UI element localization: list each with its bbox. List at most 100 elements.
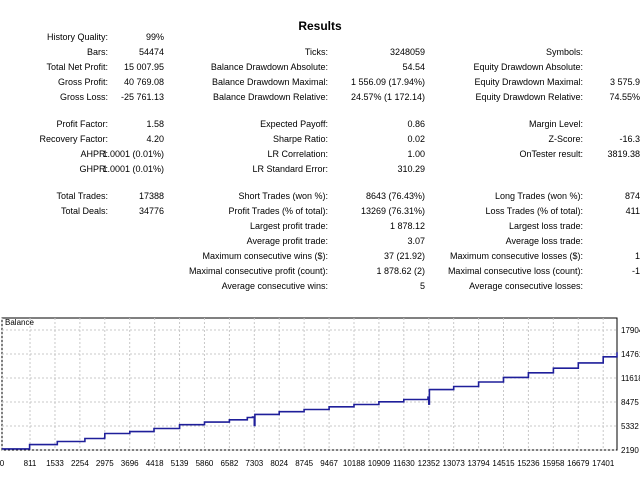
stat-value: 54.54 [402,62,425,72]
stat-label: Equity Drawdown Relative: [475,92,583,102]
stat-value: 8643 (76.43%) [365,191,425,201]
stat-value: 874 [624,191,640,201]
stat-value: 3 575.9 [609,77,640,87]
stat-label: Bars: [86,47,108,57]
x-tick-label: 10909 [368,459,391,468]
stat-value: 15 007.95 [123,62,164,72]
stat-label: Equity Drawdown Maximal: [474,77,583,87]
stat-label: Recovery Factor: [39,134,108,144]
x-tick-label: 15236 [517,459,540,468]
stat-value: 1.0001 (0.01%) [102,149,164,159]
x-tick-label: 11630 [393,459,415,468]
stat-label: Symbols: [545,47,583,57]
stat-label: History Quality: [46,32,108,42]
stat-value: 54474 [138,47,164,57]
stat-label: Z-Score: [548,134,583,144]
stat-value: 1 [634,251,640,261]
stat-value: 3819.38 [607,149,640,159]
stat-value: 37 (21.92) [383,251,425,261]
stat-label: Profit Factor: [56,119,108,129]
x-tick-label: 12352 [418,459,441,468]
x-tick-label: 1533 [46,459,64,468]
stat-value: 17388 [138,191,164,201]
stat-label: Balance Drawdown Absolute: [210,62,328,72]
stat-label: Balance Drawdown Maximal: [211,77,328,87]
stat-label: LR Correlation: [267,149,328,159]
x-tick-label: 2975 [96,459,114,468]
stat-label: Maximum consecutive losses ($): [449,251,583,261]
stat-label: Total Deals: [60,206,108,216]
x-tick-label: 0 [0,459,5,468]
stat-value: 1 878.62 (2) [376,266,425,276]
x-tick-label: 13794 [467,459,490,468]
stat-value: -16.3 [619,134,640,144]
stat-label: Gross Profit: [57,77,108,87]
stat-value: 1.0001 (0.01%) [102,164,164,174]
stat-value: 411 [625,206,640,216]
stat-value: 3.07 [407,236,425,246]
stat-label: Balance Drawdown Relative: [212,92,328,102]
stat-value: 5 [419,281,425,291]
stat-label: Margin Level: [528,119,583,129]
stat-label: Total Trades: [56,191,108,201]
y-tick-label: 2190 [621,446,639,455]
balance-series-line [2,352,618,450]
stat-value: 310.29 [397,164,425,174]
stat-label: OnTester result: [519,149,583,159]
stat-value: 0.86 [407,119,425,129]
stat-label: AHPR: [80,149,108,159]
stat-value: 99% [145,32,164,42]
stat-label: Maximal consecutive profit (count): [188,266,328,276]
stat-label: Profit Trades (% of total): [228,206,328,216]
x-tick-label: 8745 [295,459,313,468]
stat-label: Gross Loss: [59,92,108,102]
stat-value: 74.55% [609,92,640,102]
stat-label: Largest profit trade: [249,221,328,231]
x-tick-label: 5860 [196,459,214,468]
stat-label: Average consecutive losses: [469,281,583,291]
results-title: Results [298,19,342,33]
x-tick-label: 4418 [146,459,164,468]
stat-value: 4.20 [146,134,164,144]
x-tick-label: 811 [24,459,37,468]
chart-title: Balance [5,318,34,327]
chart-frame [1,317,618,451]
x-tick-label: 16679 [567,459,590,468]
stat-value: 34776 [138,206,164,216]
stat-label: Average profit trade: [246,236,328,246]
stat-value: -1 [631,266,640,276]
stat-label: GHPR: [79,164,108,174]
stat-value: 0.02 [407,134,425,144]
x-tick-label: 15958 [542,459,565,468]
x-tick-label: 13073 [443,459,466,468]
stat-label: Long Trades (won %): [494,191,583,201]
stat-value: 24.57% (1 172.14) [350,92,425,102]
x-tick-label: 14515 [492,459,515,468]
stat-label: Short Trades (won %): [238,191,328,201]
stat-label: Equity Drawdown Absolute: [473,62,583,72]
stat-value: 1.00 [407,149,425,159]
x-tick-label: 6582 [221,459,239,468]
x-tick-label: 7303 [245,459,263,468]
stat-label: Average consecutive wins: [221,281,328,291]
stat-label: Loss Trades (% of total): [485,206,583,216]
x-tick-label: 17401 [592,459,615,468]
stat-value: 1.58 [146,119,164,129]
stat-value: 13269 (76.31%) [360,206,425,216]
stat-label: Largest loss trade: [508,221,583,231]
stat-value: 3248059 [389,47,425,57]
y-tick-label: 5332 [621,422,639,431]
x-tick-label: 2254 [71,459,89,468]
stat-value: -25 761.13 [120,92,164,102]
stat-label: Average loss trade: [505,236,583,246]
x-tick-label: 9467 [320,459,338,468]
stat-label: Maximum consecutive wins ($): [202,251,328,261]
stat-value: 40 769.08 [123,77,164,87]
stat-label: Sharpe Ratio: [272,134,328,144]
x-tick-label: 10188 [343,459,366,468]
y-tick-label: 17904 [621,326,640,335]
